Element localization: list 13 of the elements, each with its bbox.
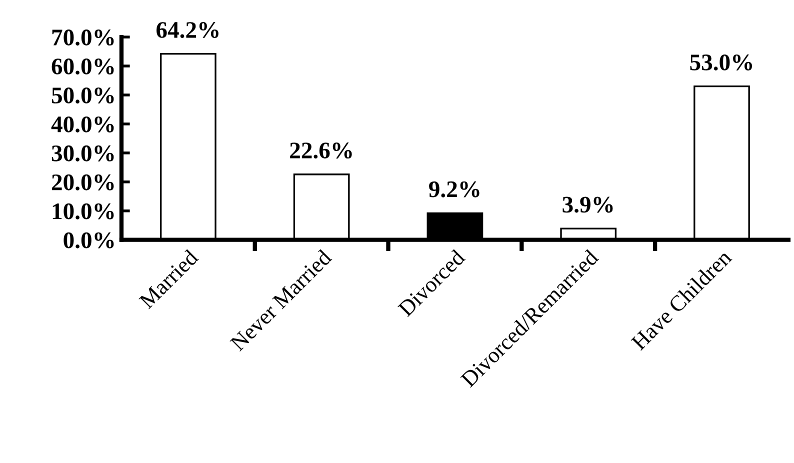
data-label: 9.2% [429, 181, 480, 198]
y-tick-label: 30.0% [52, 145, 114, 162]
data-label: 22.6% [290, 142, 352, 159]
y-tick-label: 40.0% [51, 116, 114, 132]
data-label: 64.2% [156, 22, 218, 38]
y-tick-label: 50.0% [52, 87, 114, 104]
data-label: 53.0% [690, 54, 752, 70]
y-tick-label: 20.0% [52, 174, 114, 190]
data-label: 3.9% [562, 196, 613, 213]
y-tick-label: 70.0% [52, 30, 114, 46]
y-tick-label: 10.0% [52, 203, 114, 220]
y-tick-label: 0.0% [64, 232, 114, 248]
y-tick-label: 60.0% [52, 58, 114, 75]
